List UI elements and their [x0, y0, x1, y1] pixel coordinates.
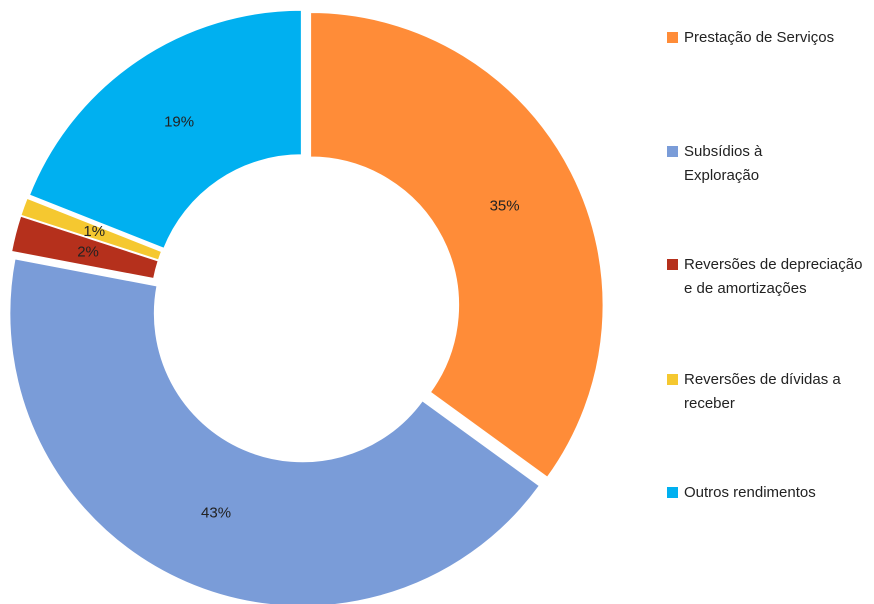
legend-label: Subsídios à Exploração: [684, 143, 763, 184]
legend-item: Outros rendimentos: [667, 481, 872, 505]
percent-sign: %: [92, 223, 105, 240]
percent-sign: %: [86, 243, 99, 260]
slice: [8, 257, 541, 604]
slice: [28, 9, 303, 250]
legend-swatch: [667, 259, 678, 270]
data-label: 1%: [83, 223, 105, 240]
legend-item: Reversões de depreciação e de amortizaçõ…: [667, 253, 872, 301]
slice: [19, 197, 163, 262]
value: 2: [77, 243, 85, 260]
value: 1: [83, 223, 91, 240]
legend-item: Subsídios à Exploração: [667, 140, 817, 188]
legend-swatch: [667, 146, 678, 157]
percent-sign: %: [181, 114, 194, 131]
percent-sign: %: [506, 197, 519, 214]
legend-swatch: [667, 487, 678, 498]
value: 19: [164, 114, 181, 131]
legend-item: Reversões de dívidas a receber: [667, 368, 872, 416]
data-label: 35%: [490, 197, 520, 214]
percent-sign: %: [218, 505, 231, 522]
legend-label: Reversões de dívidas a receber: [684, 371, 841, 412]
data-label: 19%: [164, 114, 194, 131]
legend-label: Prestação de Serviços: [684, 29, 835, 46]
data-label: 43%: [201, 505, 231, 522]
value: 35: [490, 197, 507, 214]
legend-swatch: [667, 374, 678, 385]
legend-swatch: [667, 32, 678, 43]
legend-item: Prestação de Serviços: [667, 26, 872, 50]
legend-label: Outros rendimentos: [684, 484, 816, 501]
data-label: 2%: [77, 243, 99, 260]
legend-label: Reversões de depreciação e de amortizaçõ…: [684, 256, 863, 297]
value: 43: [201, 505, 218, 522]
slice: [309, 11, 605, 479]
